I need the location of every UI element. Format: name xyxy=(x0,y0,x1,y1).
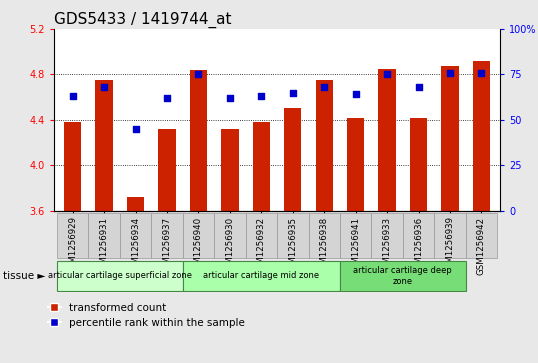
Bar xyxy=(434,212,466,258)
Point xyxy=(445,70,454,76)
Bar xyxy=(379,69,396,211)
Point xyxy=(68,93,77,99)
Point xyxy=(194,72,203,77)
Bar xyxy=(214,212,246,258)
Point xyxy=(477,70,486,76)
Point xyxy=(162,95,171,101)
Text: GSM1256937: GSM1256937 xyxy=(162,216,172,274)
Text: GSM1256940: GSM1256940 xyxy=(194,216,203,274)
Point xyxy=(131,126,140,132)
Point xyxy=(320,84,329,90)
Bar xyxy=(347,118,364,211)
Bar xyxy=(120,212,151,258)
Bar xyxy=(403,212,434,258)
Bar xyxy=(466,212,497,258)
Text: GSM1256932: GSM1256932 xyxy=(257,216,266,274)
Point xyxy=(383,72,392,77)
Bar xyxy=(95,80,113,211)
Text: articular cartilage superficial zone: articular cartilage superficial zone xyxy=(48,272,192,280)
Bar xyxy=(253,122,270,211)
Bar xyxy=(57,212,88,258)
Text: GSM1256942: GSM1256942 xyxy=(477,216,486,274)
Bar xyxy=(284,109,301,211)
Bar xyxy=(88,212,120,258)
Point xyxy=(414,84,423,90)
Bar xyxy=(340,212,371,258)
Bar xyxy=(127,197,144,211)
Bar xyxy=(277,212,308,258)
Text: GDS5433 / 1419744_at: GDS5433 / 1419744_at xyxy=(54,12,231,28)
Legend: transformed count, percentile rank within the sample: transformed count, percentile rank withi… xyxy=(48,303,245,328)
Bar xyxy=(57,261,183,290)
Bar xyxy=(410,118,427,211)
Bar xyxy=(158,129,175,211)
Text: GSM1256938: GSM1256938 xyxy=(320,216,329,274)
Text: articular cartilage mid zone: articular cartilage mid zone xyxy=(203,272,320,280)
Text: GSM1256931: GSM1256931 xyxy=(100,216,109,274)
Bar xyxy=(190,70,207,211)
Text: GSM1256936: GSM1256936 xyxy=(414,216,423,274)
Text: GSM1256929: GSM1256929 xyxy=(68,216,77,274)
Bar xyxy=(316,80,333,211)
Text: articular cartilage deep
zone: articular cartilage deep zone xyxy=(353,266,452,286)
Bar xyxy=(473,61,490,211)
Text: GSM1256935: GSM1256935 xyxy=(288,216,298,274)
Text: GSM1256934: GSM1256934 xyxy=(131,216,140,274)
Bar xyxy=(221,129,238,211)
Point xyxy=(225,95,234,101)
Bar xyxy=(183,261,340,290)
Point xyxy=(100,84,109,90)
Bar xyxy=(183,212,214,258)
Text: GSM1256941: GSM1256941 xyxy=(351,216,360,274)
Bar xyxy=(308,212,340,258)
Bar xyxy=(441,66,459,211)
Bar xyxy=(64,122,81,211)
Point xyxy=(257,93,266,99)
Text: GSM1256930: GSM1256930 xyxy=(225,216,235,274)
Point xyxy=(351,91,360,97)
Bar xyxy=(340,261,466,290)
Point xyxy=(288,90,297,95)
Text: tissue ►: tissue ► xyxy=(3,271,45,281)
Bar xyxy=(371,212,403,258)
Text: GSM1256933: GSM1256933 xyxy=(383,216,392,274)
Text: GSM1256939: GSM1256939 xyxy=(445,216,455,274)
Bar xyxy=(151,212,183,258)
Bar xyxy=(246,212,277,258)
